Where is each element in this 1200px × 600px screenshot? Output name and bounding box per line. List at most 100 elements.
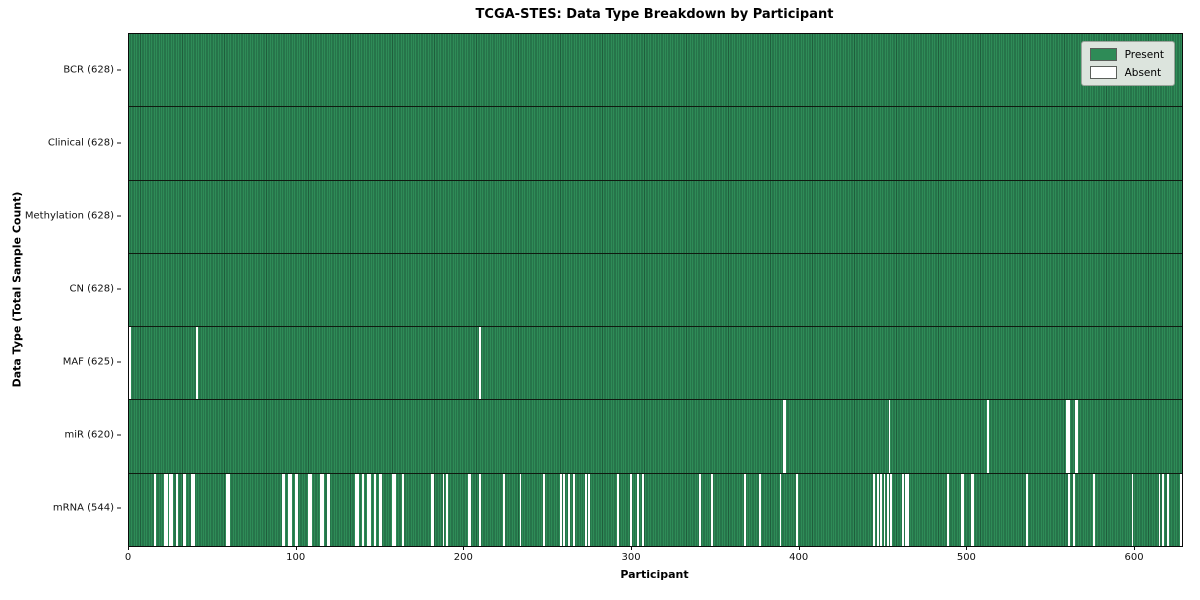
absent-stripe: [907, 473, 909, 546]
x-tick-mark: [463, 546, 465, 550]
heatmap-row-methylation: [129, 180, 1182, 254]
y-tick-mark: [117, 288, 121, 290]
absent-stripe: [479, 327, 482, 400]
x-axis-label: Participant: [620, 568, 689, 581]
x-tick-mark: [798, 546, 800, 550]
absent-stripe: [469, 473, 472, 546]
absent-stripe: [373, 473, 376, 546]
absent-stripe: [784, 400, 787, 473]
x-tick-label: 200: [453, 552, 473, 563]
absent-stripe: [362, 473, 364, 546]
absent-stripe: [637, 473, 639, 546]
absent-stripe: [192, 473, 195, 546]
absent-stripe: [502, 473, 505, 546]
absent-stripe: [876, 473, 879, 546]
absent-stripe: [191, 473, 193, 546]
absent-stripe: [1066, 400, 1069, 473]
absent-stripe: [1161, 473, 1164, 546]
absent-stripe: [288, 473, 291, 546]
x-axis: 0 100 200 300 400 500 600: [125, 546, 1181, 576]
absent-swatch-icon: [1089, 66, 1117, 79]
absent-stripe: [1131, 473, 1134, 546]
absent-stripe: [294, 473, 297, 546]
absent-stripe: [873, 473, 876, 546]
legend-entry-absent: Absent: [1089, 66, 1164, 79]
x-tick-label: 300: [621, 552, 641, 563]
absent-stripe: [175, 473, 178, 546]
x-tick-mark: [295, 546, 297, 550]
present-swatch-icon: [1089, 48, 1117, 61]
heatmap-row-cn: [129, 253, 1182, 328]
legend-label-absent: Absent: [1124, 66, 1162, 79]
x-tick-mark: [128, 546, 129, 550]
absent-stripe: [1093, 473, 1095, 546]
absent-stripe: [430, 473, 433, 546]
absent-stripe: [699, 473, 701, 546]
absent-stripe: [568, 473, 571, 546]
y-tick-label: Methylation (628): [24, 210, 114, 222]
absent-stripe: [573, 473, 576, 546]
absent-stripe: [380, 473, 383, 546]
absent-stripe: [392, 473, 395, 546]
x-tick-mark: [966, 546, 968, 550]
absent-stripe: [1180, 473, 1182, 546]
absent-stripe: [184, 473, 187, 546]
y-tick-mark: [117, 361, 121, 363]
absent-stripe: [164, 473, 166, 546]
absent-stripe: [308, 473, 311, 546]
absent-stripe: [182, 473, 185, 546]
legend-entry-present: Present: [1089, 48, 1164, 61]
absent-stripe: [962, 473, 965, 546]
absent-stripe: [281, 473, 284, 546]
absent-stripe: [170, 473, 173, 546]
absent-stripe: [782, 400, 785, 473]
absent-stripe: [226, 473, 229, 546]
absent-stripe: [960, 473, 963, 546]
x-tick-mark: [1134, 546, 1136, 550]
absent-stripe: [310, 473, 312, 546]
absent-stripe: [320, 473, 322, 546]
heatmap-row-clinical: [129, 107, 1182, 181]
plot-area: Present Absent: [128, 33, 1183, 547]
x-tick-label: 500: [956, 552, 976, 563]
absent-stripe: [880, 473, 882, 546]
absent-stripe: [326, 473, 329, 546]
absent-stripe: [947, 473, 950, 546]
x-tick-mark: [631, 546, 633, 550]
absent-stripe: [1026, 473, 1028, 546]
absent-stripe: [890, 473, 893, 546]
absent-stripe: [154, 473, 156, 546]
y-tick-mark: [117, 434, 121, 436]
absent-stripe: [402, 473, 405, 546]
absent-stripe: [710, 473, 713, 546]
absent-stripe: [588, 473, 591, 546]
absent-stripe: [442, 473, 445, 546]
absent-stripe: [357, 473, 359, 546]
absent-stripe: [972, 473, 975, 546]
absent-stripe: [393, 473, 396, 546]
absent-stripe: [165, 473, 168, 546]
absent-stripe: [796, 473, 799, 546]
absent-stripe: [479, 473, 482, 546]
absent-stripe: [355, 473, 358, 546]
absent-stripe: [196, 327, 198, 400]
absent-stripe: [987, 400, 990, 473]
absent-stripe: [283, 473, 286, 546]
absent-stripe: [467, 473, 470, 546]
absent-stripe: [1166, 473, 1169, 546]
y-tick-mark: [117, 507, 121, 509]
y-tick-label: mRNA (544): [52, 502, 114, 514]
absent-stripe: [1158, 473, 1161, 546]
absent-stripe: [901, 473, 904, 546]
y-tick-label: MAF (625): [62, 356, 114, 368]
absent-stripe: [129, 327, 131, 400]
absent-stripe: [642, 473, 644, 546]
y-tick-label: Clinical (628): [47, 137, 114, 149]
y-tick-mark: [117, 69, 121, 71]
absent-stripe: [630, 473, 633, 546]
absent-stripe: [1076, 400, 1079, 473]
absent-stripe: [296, 473, 299, 546]
absent-stripe: [883, 473, 886, 546]
absent-stripe: [543, 473, 545, 546]
